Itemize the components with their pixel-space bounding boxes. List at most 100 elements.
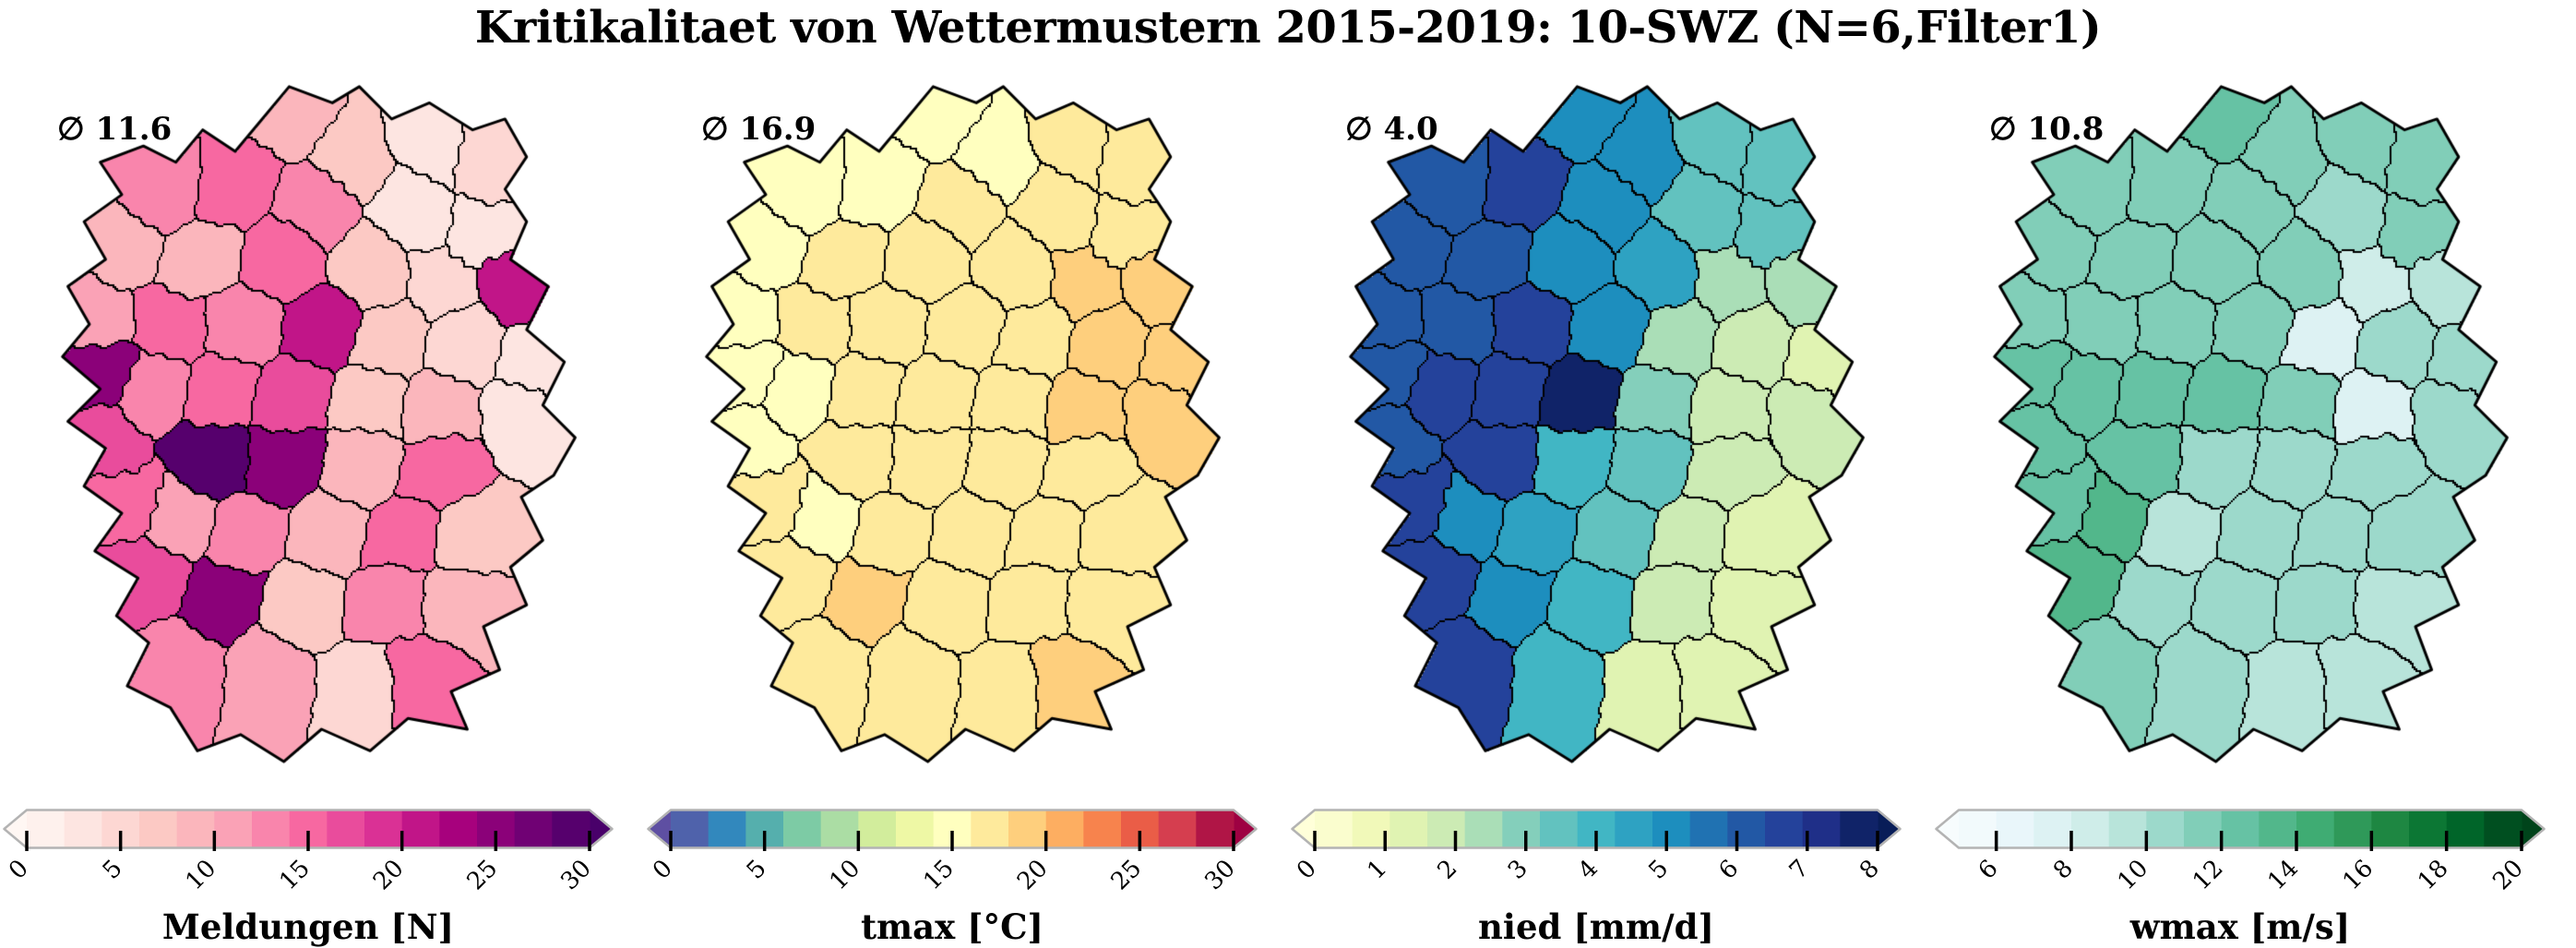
germany-choropleth-wmax bbox=[1984, 81, 2523, 784]
colorbar-segment bbox=[2071, 810, 2110, 847]
colorbar-wmax: 6 8 10 12 14 16 18 20 bbox=[1935, 809, 2546, 896]
colorbar-segment bbox=[1464, 810, 1503, 847]
colorbar-tick-label: 30 bbox=[1199, 855, 1241, 896]
colorbar-segment bbox=[514, 810, 553, 847]
colorbar-tick-label: 6 bbox=[1714, 855, 1745, 885]
colorbar-segment bbox=[783, 810, 822, 847]
colorbar-segment bbox=[2371, 810, 2410, 847]
colorbar-extend-arrow-right bbox=[1878, 810, 1901, 847]
colorbar-segment bbox=[2221, 810, 2260, 847]
colorbar-tick-label: 5 bbox=[1643, 855, 1674, 885]
colorbar-segment bbox=[1196, 810, 1234, 847]
colorbar-segment bbox=[2259, 810, 2297, 847]
colorbar-tick-label: 5 bbox=[742, 855, 772, 885]
colorbar-segment bbox=[1840, 810, 1878, 847]
colorbar-segment bbox=[552, 810, 590, 847]
colorbar-tick-label: 2 bbox=[1433, 855, 1463, 885]
colorbar-tick-label: 1 bbox=[1362, 855, 1392, 885]
colorbar-tick-label: 25 bbox=[1106, 855, 1148, 896]
colorbar-segment bbox=[1802, 810, 1841, 847]
colorbar-segment bbox=[1727, 810, 1766, 847]
germany-choropleth-tmax bbox=[696, 81, 1235, 784]
colorbar-tick-label: 7 bbox=[1784, 855, 1815, 885]
colorbar-nied: 0 1 2 3 4 5 6 7 8 bbox=[1291, 809, 1902, 885]
germany-choropleth-nied bbox=[1340, 81, 1879, 784]
colorbar-tick-label: 10 bbox=[825, 855, 866, 896]
colorbar-tick-label: 20 bbox=[1012, 855, 1054, 896]
colorbar-tick-label: 5 bbox=[98, 855, 128, 885]
colorbar-segment bbox=[2033, 810, 2072, 847]
colorbar-segment bbox=[214, 810, 253, 847]
colorbar-segment bbox=[1389, 810, 1428, 847]
germany-choropleth-meldungen bbox=[52, 81, 591, 784]
colorbar-axis-label-wmax: wmax [m/s] bbox=[2129, 906, 2351, 947]
colorbar-segment bbox=[327, 810, 365, 847]
colorbar-segment bbox=[27, 810, 66, 847]
colorbar-tick-label: 14 bbox=[2262, 855, 2304, 896]
colorbar-segment bbox=[2446, 810, 2485, 847]
colorbar-tick-label: 3 bbox=[1503, 855, 1533, 885]
colorbar-segment bbox=[2184, 810, 2223, 847]
colorbar-segment bbox=[2484, 810, 2522, 847]
colorbar-axis-label-tmax: tmax [°C] bbox=[860, 906, 1044, 947]
colorbar-segment bbox=[2409, 810, 2448, 847]
colorbar-tick-label: 0 bbox=[4, 855, 34, 885]
colorbar-tick-label: 18 bbox=[2413, 855, 2454, 896]
colorbar-segment bbox=[1427, 810, 1466, 847]
colorbar-segment bbox=[1689, 810, 1728, 847]
colorbar-segment bbox=[1765, 810, 1804, 847]
colorbar-tick-label: 6 bbox=[1974, 855, 2004, 885]
colorbar-segment bbox=[2108, 810, 2147, 847]
colorbar-segment bbox=[2146, 810, 2185, 847]
colorbar-segment bbox=[820, 810, 859, 847]
colorbar-tmax: 0 5 10 15 20 25 30 bbox=[647, 809, 1258, 896]
colorbar-tick-label: 25 bbox=[462, 855, 504, 896]
colorbar-segment bbox=[176, 810, 215, 847]
colorbar-axis-label-nied: nied [mm/d] bbox=[1478, 906, 1714, 947]
colorbar-tick-label: 10 bbox=[2113, 855, 2154, 896]
colorbar-tick-label: 20 bbox=[2487, 855, 2529, 896]
colorbar-segment bbox=[858, 810, 897, 847]
colorbar-segment bbox=[708, 810, 746, 847]
colorbar-extend-arrow-right bbox=[2522, 810, 2545, 847]
colorbar-tick-label: 10 bbox=[181, 855, 222, 896]
colorbar-tick-label: 20 bbox=[368, 855, 410, 896]
colorbar-segment bbox=[439, 810, 478, 847]
colorbar-segment bbox=[1959, 810, 1998, 847]
colorbar-segment bbox=[1315, 810, 1354, 847]
colorbar-segment bbox=[2296, 810, 2335, 847]
colorbar-segment bbox=[1158, 810, 1197, 847]
colorbar-extend-arrow-right bbox=[590, 810, 613, 847]
colorbar-segment bbox=[1652, 810, 1691, 847]
colorbar-block-tmax: 0 5 10 15 20 25 30 tmax [°C] bbox=[647, 809, 1258, 947]
colorbar-tick-label: 0 bbox=[648, 855, 678, 885]
colorbar-segment bbox=[1615, 810, 1653, 847]
colorbar-segment bbox=[64, 810, 102, 847]
colorbar-segment bbox=[2333, 810, 2372, 847]
colorbar-tick-label: 16 bbox=[2338, 855, 2379, 896]
colorbar-axis-label-meldungen: Meldungen [N] bbox=[161, 906, 455, 947]
colorbar-block-wmax: 6 8 10 12 14 16 18 20 wmax [m/s] bbox=[1935, 809, 2546, 947]
colorbar-segment bbox=[139, 810, 178, 847]
colorbar-tick-label: 15 bbox=[918, 855, 960, 896]
colorbar-segment bbox=[896, 810, 935, 847]
colorbar-block-meldungen: 0 5 10 15 20 25 30 Meldungen [N] bbox=[3, 809, 614, 947]
colorbar-tick-label: 8 bbox=[1854, 855, 1885, 885]
colorbar-tick-label: 0 bbox=[1292, 855, 1322, 885]
colorbar-segment bbox=[1083, 810, 1122, 847]
colorbar-segment bbox=[1008, 810, 1047, 847]
colorbar-tick-label: 12 bbox=[2188, 855, 2229, 896]
colorbar-tick-label: 8 bbox=[2048, 855, 2079, 885]
colorbar-segment bbox=[401, 810, 440, 847]
colorbar-segment bbox=[1502, 810, 1541, 847]
colorbar-segment bbox=[252, 810, 291, 847]
colorbar-segment bbox=[1045, 810, 1084, 847]
colorbar-block-nied: 0 1 2 3 4 5 6 7 8 nied [mm/d] bbox=[1291, 809, 1902, 947]
colorbar-extend-arrow-left bbox=[648, 810, 671, 847]
colorbar-tick-label: 4 bbox=[1573, 855, 1604, 885]
colorbar-segment bbox=[1540, 810, 1579, 847]
colorbar-extend-arrow-left bbox=[1292, 810, 1315, 847]
